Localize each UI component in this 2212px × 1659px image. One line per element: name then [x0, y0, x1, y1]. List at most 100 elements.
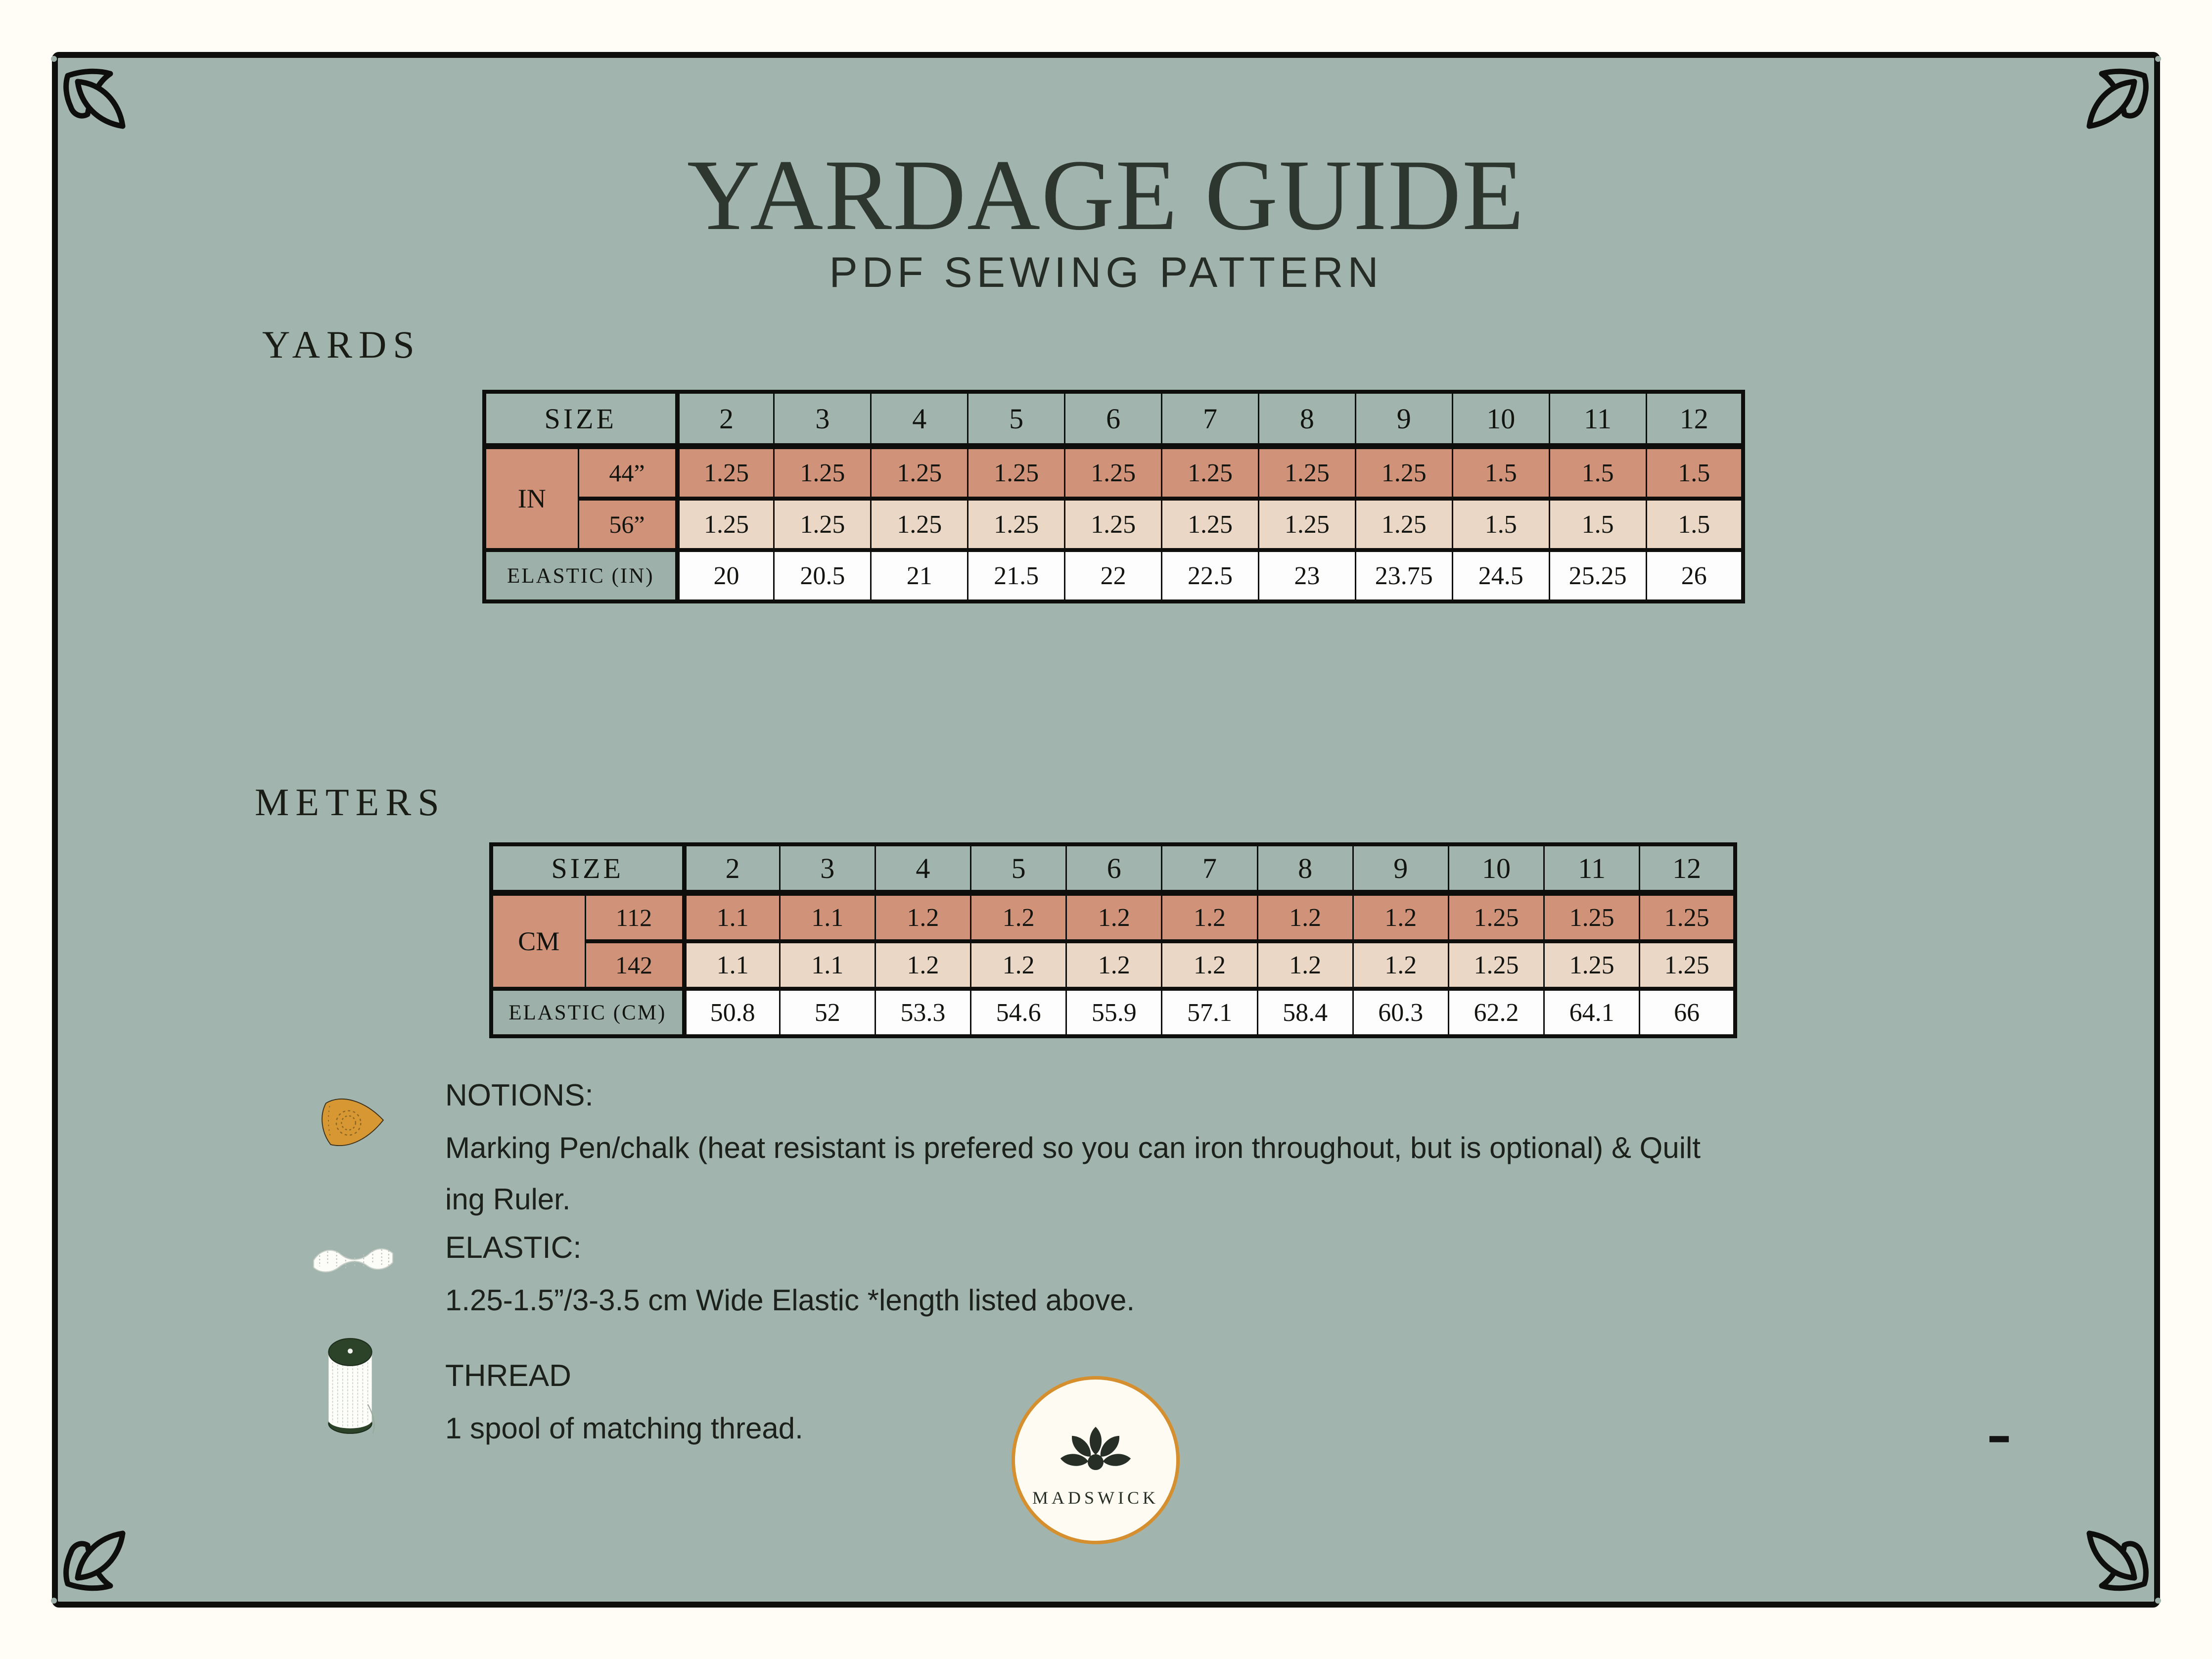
- yardage-value-cell: 1.2: [1065, 892, 1163, 943]
- elastic-value-cell: 23: [1257, 549, 1356, 602]
- yardage-value-cell: 1.2: [1256, 940, 1354, 991]
- pattern-sheet: YARDAGE GUIDE PDF SEWING PATTERN YARDS S…: [51, 52, 2161, 1608]
- size-column-header: 4: [870, 391, 969, 449]
- elastic-value-cell: 20: [675, 549, 775, 602]
- elastic-label-cell: ELASTIC (CM): [490, 988, 685, 1037]
- corner-leaf-decoration-icon: [2086, 1530, 2161, 1604]
- elastic-label-cell: ELASTIC (IN): [483, 549, 678, 602]
- yardage-value-cell: 1.25: [1639, 940, 1736, 991]
- yardage-value-cell: 1.25: [1354, 445, 1453, 501]
- yardage-value-cell: 1.25: [1543, 940, 1641, 991]
- yardage-value-cell: 1.1: [779, 892, 876, 943]
- size-header-cell: SIZE: [490, 843, 685, 896]
- size-column-header: 4: [874, 843, 972, 896]
- yardage-data-table: SIZE 2 3 4 5 6 7 8 9 10 11 12 CM 112 1.1 1.1 1.2 1.2 1.2 1.…: [489, 842, 1737, 1038]
- yardage-value-cell: 1.2: [1352, 940, 1449, 991]
- fabric-width-label-cell: 44”: [577, 445, 678, 501]
- yardage-value-cell: 1.2: [1065, 940, 1163, 991]
- yardage-value-cell: 1.2: [970, 892, 1067, 943]
- elastic-value-cell: 58.4: [1256, 988, 1354, 1037]
- yardage-value-cell: 1.5: [1645, 445, 1744, 501]
- size-column-header: 9: [1354, 391, 1453, 449]
- elastic-value-cell: 64.1: [1543, 988, 1641, 1037]
- fabric-width-label-cell: 112: [584, 892, 685, 943]
- dash-mark: -: [1986, 1388, 2013, 1477]
- unit-label-cell: CM: [490, 892, 586, 991]
- elastic-value-cell: 60.3: [1352, 988, 1449, 1037]
- size-column-header: 2: [675, 391, 775, 449]
- yardage-value-cell: 1.2: [874, 940, 972, 991]
- size-column-header: 3: [779, 843, 876, 896]
- elastic-value-cell: 52: [779, 988, 876, 1037]
- yardage-value-cell: 1.25: [675, 498, 775, 552]
- yardage-value-cell: 1.25: [1064, 498, 1163, 552]
- brand-logo: MADSWICK: [1012, 1376, 1180, 1544]
- yards-table: SIZE 2 3 4 5 6 7 8 9 10 11 12 IN 44” 1.25 1.25 1.25 1.25 1…: [482, 390, 1745, 603]
- yardage-value-cell: 1.2: [1161, 892, 1258, 943]
- size-column-header: 8: [1257, 391, 1356, 449]
- size-column-header: 10: [1447, 843, 1545, 896]
- size-header-cell: SIZE: [483, 391, 678, 449]
- yardage-value-cell: 1.25: [1257, 498, 1356, 552]
- yardage-value-cell: 1.25: [870, 498, 969, 552]
- yardage-value-cell: 1.5: [1645, 498, 1744, 552]
- yardage-data-table: SIZE 2 3 4 5 6 7 8 9 10 11 12 IN 44” 1.25 1.25 1.25 1.25 1…: [482, 390, 1745, 603]
- size-column-header: 11: [1543, 843, 1641, 896]
- size-column-header: 9: [1352, 843, 1449, 896]
- yardage-value-cell: 1.25: [1639, 892, 1736, 943]
- yardage-value-cell: 1.25: [1543, 892, 1641, 943]
- elastic-value-cell: 55.9: [1065, 988, 1163, 1037]
- yardage-value-cell: 1.25: [675, 445, 775, 501]
- yardage-value-cell: 1.25: [967, 498, 1066, 552]
- yardage-value-cell: 1.1: [682, 892, 781, 943]
- elastic-value-cell: 57.1: [1161, 988, 1258, 1037]
- yards-section-label: YARDS: [262, 323, 421, 366]
- yardage-value-cell: 1.25: [1447, 892, 1545, 943]
- thread-section: THREAD 1 spool of matching thread.: [445, 1357, 1979, 1454]
- size-column-header: 6: [1064, 391, 1163, 449]
- corner-leaf-decoration-icon: [51, 56, 126, 129]
- corner-leaf-decoration-icon: [51, 1530, 126, 1604]
- size-column-header: 3: [773, 391, 872, 449]
- size-column-header: 7: [1161, 391, 1259, 449]
- thread-heading: THREAD: [445, 1359, 571, 1393]
- yardage-value-cell: 1.5: [1548, 498, 1647, 552]
- elastic-value-cell: 20.5: [773, 549, 872, 602]
- yardage-value-cell: 1.1: [779, 940, 876, 991]
- size-column-header: 5: [967, 391, 1066, 449]
- elastic-value-cell: 53.3: [874, 988, 972, 1037]
- yardage-value-cell: 1.25: [1161, 498, 1259, 552]
- notions-section: NOTIONS: Marking Pen/chalk (heat resista…: [445, 1077, 1979, 1225]
- elastic-value-cell: 21.5: [967, 549, 1066, 602]
- yardage-value-cell: 1.25: [967, 445, 1066, 501]
- size-column-header: 5: [970, 843, 1067, 896]
- elastic-heading: ELASTIC:: [445, 1231, 582, 1265]
- elastic-value-cell: 66: [1639, 988, 1736, 1037]
- elastic-value-cell: 23.75: [1354, 549, 1453, 602]
- size-column-header: 8: [1256, 843, 1354, 896]
- page-title: YARDAGE GUIDE: [687, 139, 1525, 251]
- notions-heading: NOTIONS:: [445, 1078, 594, 1112]
- yardage-value-cell: 1.5: [1548, 445, 1647, 501]
- elastic-value-cell: 25.25: [1548, 549, 1647, 602]
- fabric-width-label-cell: 56”: [577, 498, 678, 552]
- size-column-header: 11: [1548, 391, 1647, 449]
- yardage-value-cell: 1.5: [1451, 445, 1550, 501]
- page-subtitle: PDF SEWING PATTERN: [829, 249, 1383, 296]
- elastic-section: ELASTIC: 1.25-1.5”/3-3.5 cm Wide Elastic…: [445, 1229, 1979, 1326]
- thread-description: 1 spool of matching thread.: [445, 1412, 803, 1445]
- elastic-band-icon: [313, 1248, 393, 1273]
- notions-text-line-2: ing Ruler.: [445, 1183, 571, 1216]
- yardage-value-cell: 1.25: [773, 445, 872, 501]
- elastic-value-cell: 26: [1645, 549, 1744, 602]
- yardage-value-cell: 1.25: [773, 498, 872, 552]
- notions-text-line-1: Marking Pen/chalk (heat resistant is pre…: [445, 1131, 1701, 1164]
- size-column-header: 12: [1645, 391, 1744, 449]
- yardage-value-cell: 1.25: [1161, 445, 1259, 501]
- elastic-value-cell: 22.5: [1161, 549, 1259, 602]
- elastic-value-cell: 62.2: [1447, 988, 1545, 1037]
- elastic-value-cell: 50.8: [682, 988, 781, 1037]
- size-column-header: 10: [1451, 391, 1550, 449]
- yardage-value-cell: 1.25: [870, 445, 969, 501]
